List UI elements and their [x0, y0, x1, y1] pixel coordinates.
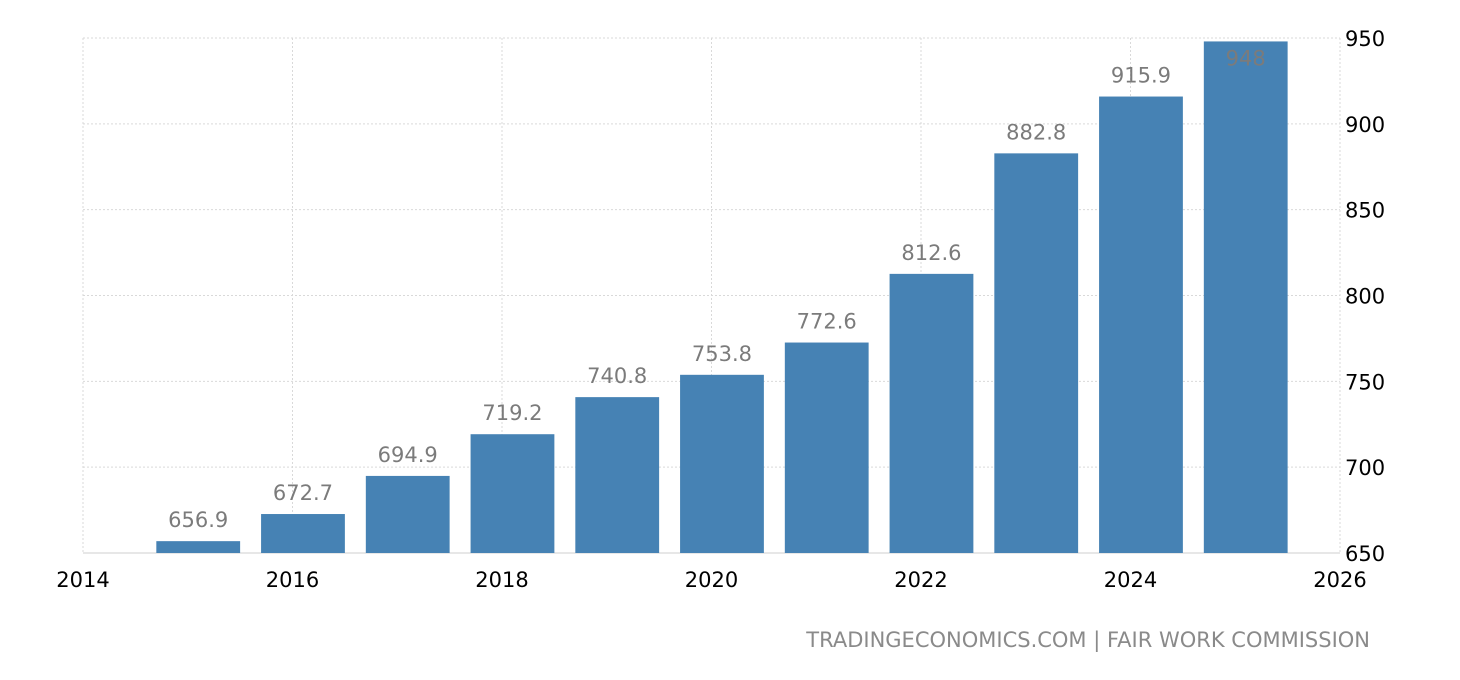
y-tick-label: 650	[1345, 542, 1385, 566]
x-tick-label: 2014	[56, 568, 109, 592]
bar	[470, 434, 555, 553]
bar-value-label: 656.9	[168, 508, 228, 532]
x-tick-label: 2018	[475, 568, 528, 592]
x-axis: 2014 2016 2018 2020 2022 2024 2026	[56, 568, 1366, 592]
bar-value-label: 694.9	[378, 443, 438, 467]
bar	[889, 273, 974, 553]
x-tick-label: 2022	[894, 568, 947, 592]
y-axis: 950 900 850 800 750 700 650	[1345, 27, 1385, 566]
bar	[680, 374, 764, 553]
x-tick-label: 2024	[1104, 568, 1157, 592]
bar-value-label: 740.8	[587, 364, 647, 388]
y-tick-label: 950	[1345, 27, 1385, 51]
x-tick-label: 2020	[685, 568, 738, 592]
bar-value-label: 672.7	[273, 481, 333, 505]
bar-value-label: 948	[1226, 46, 1266, 70]
y-tick-label: 900	[1345, 113, 1385, 137]
bar-value-label: 719.2	[482, 401, 542, 425]
y-tick-label: 750	[1345, 370, 1385, 394]
bar	[1099, 96, 1183, 553]
bar-value-label: 772.6	[797, 310, 857, 334]
bar	[575, 397, 660, 553]
y-tick-label: 850	[1345, 199, 1385, 223]
bar	[261, 514, 345, 553]
x-tick-label: 2016	[266, 568, 319, 592]
bar-value-label: 915.9	[1111, 64, 1171, 88]
bar	[1203, 41, 1288, 553]
source-credit: TRADINGECONOMICS.COM | FAIR WORK COMMISS…	[806, 628, 1370, 652]
bar-value-label: 882.8	[1006, 120, 1066, 144]
bar	[994, 153, 1079, 554]
bar	[365, 475, 450, 553]
bar	[784, 342, 869, 553]
bar-value-label: 753.8	[692, 342, 752, 366]
y-tick-label: 800	[1345, 285, 1385, 309]
bars	[156, 41, 1288, 554]
bar-value-label: 812.6	[901, 241, 961, 265]
y-tick-label: 700	[1345, 456, 1385, 480]
x-tick-label: 2026	[1313, 568, 1366, 592]
bar	[156, 541, 241, 553]
bar-labels: 656.9 672.7 694.9 719.2 740.8 753.8 772.6 812.6…	[168, 46, 1266, 532]
